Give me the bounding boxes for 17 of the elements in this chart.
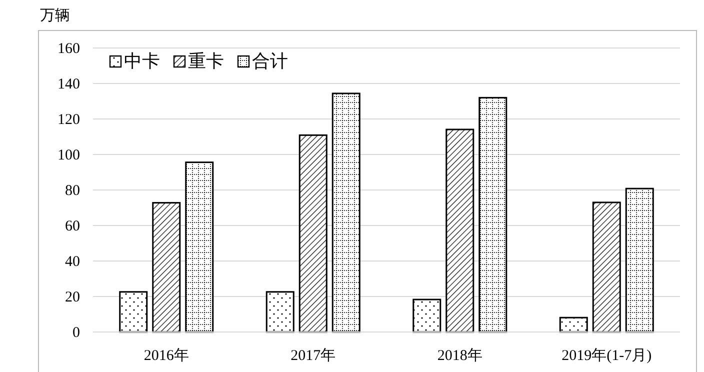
y-tick-label: 0 [72,325,80,341]
y-tick-label: 40 [65,254,80,270]
x-tick-label: 2019年(1-7月) [562,347,652,364]
y-tick-label: 60 [65,218,80,234]
y-axis-title: 万辆 [40,7,70,24]
legend-label: 合计 [252,51,288,71]
y-tick-label: 100 [58,148,80,164]
y-tick-label: 20 [65,290,80,306]
y-tick-label: 120 [58,112,80,128]
x-tick-label: 2017年 [290,347,336,364]
x-tick-label: 2018年 [437,347,482,364]
legend-label: 重卡 [188,51,224,71]
x-tick-label: 2016年 [144,347,189,364]
y-tick-label: 160 [58,41,80,57]
y-tick-label: 140 [58,76,80,92]
legend-label: 中卡 [124,51,160,71]
y-tick-label: 80 [65,183,80,199]
